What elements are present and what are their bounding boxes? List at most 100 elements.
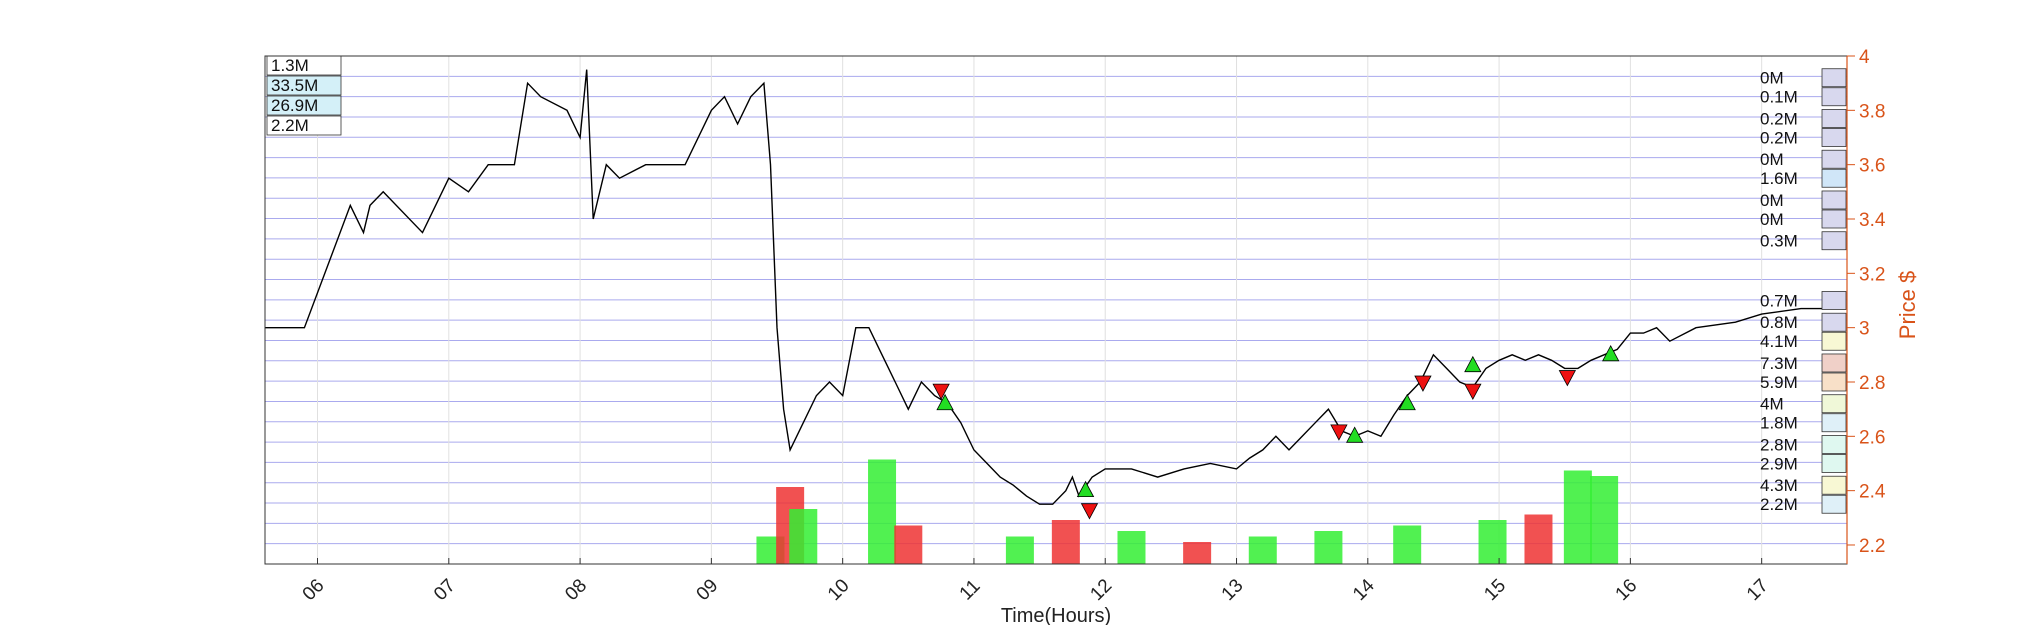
volume-bar — [1478, 520, 1507, 564]
volume-bar — [894, 525, 923, 564]
vap-label: 0.7M — [1760, 291, 1798, 310]
buy-marker — [936, 393, 954, 411]
sell-marker — [1080, 503, 1099, 520]
x-tick-label: 16 — [1612, 575, 1642, 605]
sell-marker — [1414, 375, 1432, 392]
volume-bar — [1563, 470, 1592, 564]
volume-bar — [1005, 536, 1034, 564]
legend-label: 33.5M — [271, 76, 318, 95]
y-tick-label: 3.4 — [1859, 210, 1886, 231]
legend-label: 1.3M — [271, 56, 309, 75]
vap-label: 2.8M — [1760, 435, 1798, 454]
vap-label: 0M — [1760, 69, 1784, 88]
vap-label: 1.8M — [1760, 414, 1798, 433]
y-tick-label: 2.4 — [1859, 482, 1886, 503]
x-tick-label: 07 — [430, 575, 460, 605]
volume-bar — [1183, 542, 1212, 564]
volume-bar — [1117, 531, 1146, 564]
volume-bar — [1590, 476, 1619, 564]
legend-box — [266, 75, 342, 96]
volume-bar — [1051, 520, 1080, 564]
volume-bar — [868, 459, 897, 564]
x-tick-label: 10 — [824, 575, 854, 605]
vap-bar — [1821, 291, 1847, 310]
vap-label: 4.3M — [1760, 476, 1798, 495]
legend-label: 2.2M — [271, 116, 309, 135]
y-tick-label: 3.8 — [1859, 101, 1885, 122]
volume-bar — [1524, 514, 1553, 564]
vap-label: 2.2M — [1760, 495, 1798, 514]
sell-marker — [1330, 424, 1348, 441]
volume-bars — [756, 459, 1619, 564]
vap-bar — [1821, 435, 1847, 454]
volume-bar — [1393, 525, 1422, 564]
y-tick-label: 2.2 — [1859, 536, 1885, 557]
vap-label: 0.2M — [1760, 128, 1798, 147]
x-tick-label: 15 — [1480, 575, 1510, 605]
y-tick-label: 3.2 — [1859, 264, 1885, 285]
volume-at-price: 0M0.1M0.2M0.2M0M1.6M0M0M0.3M0.7M0.8M4.1M… — [1760, 68, 1847, 514]
legend-box — [266, 95, 342, 116]
vap-bar — [1821, 87, 1847, 107]
price-line — [265, 69, 1841, 505]
vap-label: 0.8M — [1760, 313, 1798, 332]
buy-marker — [1398, 393, 1416, 411]
vap-bar — [1821, 231, 1847, 251]
y-tick-label: 2.8 — [1859, 373, 1885, 394]
vap-bar — [1821, 454, 1847, 473]
x-tick-label: 17 — [1743, 575, 1773, 605]
vap-label: 0M — [1760, 191, 1784, 210]
vap-label: 7.3M — [1760, 354, 1798, 373]
vap-bar — [1821, 494, 1847, 514]
x-tick-label: 08 — [561, 575, 591, 605]
vap-bar — [1821, 68, 1847, 88]
buy-marker — [1602, 344, 1620, 362]
x-tick-label: 14 — [1349, 575, 1379, 605]
legend-label: 26.9M — [271, 96, 318, 115]
trade-markers — [932, 344, 1620, 520]
x-tick-label: 13 — [1218, 575, 1248, 605]
buy-marker — [1464, 355, 1482, 373]
vap-label: 4.1M — [1760, 332, 1798, 351]
vap-label: 4M — [1760, 395, 1784, 414]
vap-bar — [1821, 331, 1847, 351]
sell-marker — [1558, 370, 1577, 387]
vap-label: 1.6M — [1760, 169, 1798, 188]
buy-marker — [1346, 426, 1364, 443]
y-tick-label: 4 — [1859, 47, 1870, 68]
x-tick-label: 06 — [299, 575, 329, 605]
vap-bar — [1821, 109, 1847, 128]
vap-bar — [1821, 353, 1847, 373]
vap-bar — [1821, 312, 1847, 332]
y-tick-label: 3.6 — [1859, 156, 1885, 177]
x-tick-label: 09 — [693, 575, 723, 605]
sell-marker — [1464, 383, 1482, 400]
vap-label: 2.9M — [1760, 454, 1798, 473]
vap-label: 0.2M — [1760, 109, 1798, 128]
x-tick-label: 12 — [1086, 575, 1116, 605]
x-tick-label: 11 — [956, 576, 985, 605]
y-tick-label: 3 — [1859, 319, 1870, 340]
buy-marker — [1076, 480, 1095, 498]
vap-label: 0M — [1760, 150, 1784, 169]
vap-label: 0M — [1760, 210, 1784, 229]
x-axis-label: Time(Hours) — [1001, 605, 1111, 625]
vap-bar — [1821, 149, 1847, 169]
vap-bar — [1821, 209, 1847, 229]
vap-bar — [1821, 394, 1847, 414]
vap-bar — [1821, 475, 1847, 495]
vap-bar — [1821, 128, 1847, 147]
y-axis-label: Price $ — [1895, 271, 1920, 339]
x-axis: 06 07 08 09 10 11 12 13 14 15 16 17 — [299, 558, 1773, 605]
vap-label: 0.3M — [1760, 232, 1798, 251]
vap-bar — [1821, 372, 1847, 392]
price-series-line — [265, 69, 1841, 505]
y-tick-label: 2.6 — [1859, 427, 1885, 448]
sell-marker — [932, 383, 950, 400]
vap-bar — [1821, 190, 1847, 210]
volume-bar — [1314, 531, 1343, 564]
y-axis: 2.2 2.4 2.6 2.8 3 3.2 3.4 3.6 3.8 4 — [1846, 47, 1886, 564]
volume-bar — [1248, 536, 1277, 564]
